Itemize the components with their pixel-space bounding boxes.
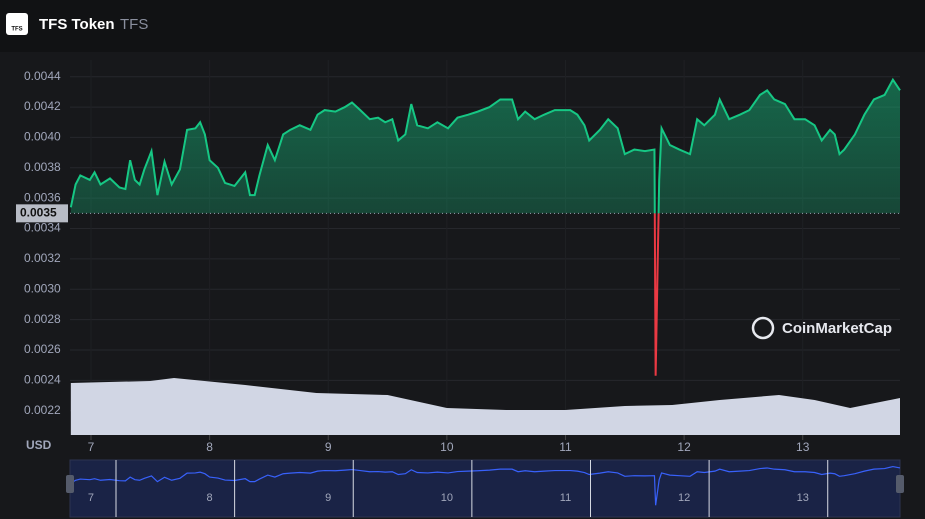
y-tick-label: 0.0044 [24,69,61,83]
x-tick-label: 7 [88,440,95,454]
navigator-tick-label: 13 [797,492,809,504]
watermark-icon [751,316,775,340]
navigator-tick-label: 10 [441,492,453,504]
token-symbol: TFS [120,16,148,33]
watermark-text: CoinMarketCap [782,320,892,337]
watermark: CoinMarketCap [751,316,892,340]
navigator-tick-label: 8 [207,492,213,504]
navigator-tick-label: 7 [88,492,94,504]
baseline-label: 0.0035 [20,206,57,220]
navigator-line [70,465,901,506]
token-name: TFS Token [39,16,115,33]
y-tick-label: 0.0032 [24,251,61,265]
y-tick-label: 0.0040 [24,130,61,144]
navigator-handle[interactable] [896,475,904,493]
navigator-tick-label: 9 [325,492,331,504]
x-tick-label: 10 [440,440,454,454]
y-tick-label: 0.0030 [24,281,61,295]
y-tick-label: 0.0038 [24,160,61,174]
y-tick-label: 0.0042 [24,99,61,113]
navigator-tick-label: 12 [678,492,690,504]
price-area [70,79,900,214]
x-tick-label: 9 [325,440,332,454]
baseline-label-box [16,204,68,223]
currency-label: USD [26,438,52,452]
x-tick-label: 11 [559,440,572,454]
y-tick-label: 0.0036 [24,190,61,204]
x-tick-label: 8 [206,440,213,454]
navigator-handle[interactable] [66,475,74,493]
volume-area [70,378,901,435]
navigator-tick-label: 11 [560,492,571,504]
header-bar [0,0,925,52]
logo-text: TFS [11,27,22,33]
y-tick-label: 0.0028 [24,312,61,326]
y-tick-label: 0.0034 [24,221,61,235]
x-tick-label: 12 [677,440,691,454]
y-tick-label: 0.0022 [24,403,61,417]
x-tick-label: 13 [796,440,810,454]
navigator [69,459,901,518]
y-tick-label: 0.0024 [24,373,61,387]
y-tick-label: 0.0026 [24,342,61,356]
logo [6,13,28,35]
price-line-up [69,77,901,214]
